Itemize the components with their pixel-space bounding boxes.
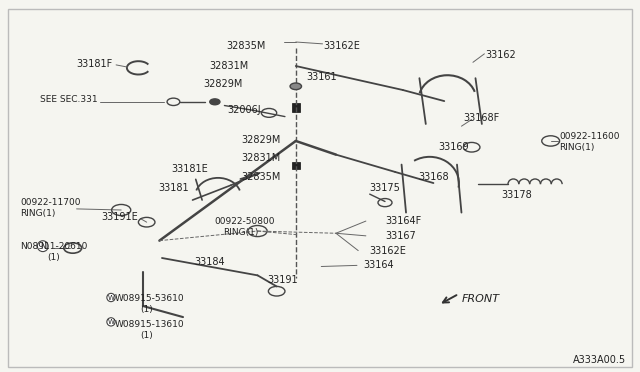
Text: 32829M: 32829M bbox=[241, 135, 280, 145]
Text: 33164F: 33164F bbox=[385, 216, 421, 226]
Text: W08915-53610: W08915-53610 bbox=[115, 294, 184, 303]
Circle shape bbox=[290, 83, 301, 90]
Text: 33169: 33169 bbox=[438, 142, 468, 152]
Text: (1): (1) bbox=[47, 253, 60, 263]
Text: W08915-13610: W08915-13610 bbox=[115, 320, 184, 329]
Text: 33181F: 33181F bbox=[77, 59, 113, 69]
Text: 33191E: 33191E bbox=[102, 212, 138, 222]
Text: 32831M: 32831M bbox=[209, 61, 248, 71]
Text: W: W bbox=[108, 295, 115, 301]
Text: N: N bbox=[40, 242, 45, 251]
Text: (1): (1) bbox=[140, 331, 153, 340]
Text: W: W bbox=[108, 319, 115, 325]
Text: 32835M: 32835M bbox=[227, 41, 266, 51]
Text: 00922-50800: 00922-50800 bbox=[215, 217, 275, 225]
Text: 33167: 33167 bbox=[385, 231, 416, 241]
FancyBboxPatch shape bbox=[292, 103, 300, 112]
Text: 33181: 33181 bbox=[159, 183, 189, 193]
Text: 32831M: 32831M bbox=[241, 153, 280, 163]
Text: 32829M: 32829M bbox=[203, 80, 243, 89]
Text: 00922-11600: 00922-11600 bbox=[559, 132, 620, 141]
Text: 33184: 33184 bbox=[194, 257, 225, 267]
Text: 33178: 33178 bbox=[502, 190, 532, 200]
Text: RING(1): RING(1) bbox=[223, 228, 259, 237]
FancyBboxPatch shape bbox=[292, 161, 300, 169]
Text: N08911-20610: N08911-20610 bbox=[20, 243, 88, 251]
Text: 33181E: 33181E bbox=[172, 164, 209, 174]
Text: FRONT: FRONT bbox=[461, 294, 499, 304]
Text: 32006J: 32006J bbox=[228, 105, 261, 115]
Text: 33162E: 33162E bbox=[370, 246, 406, 256]
Text: 33175: 33175 bbox=[370, 183, 401, 193]
Text: RING(1): RING(1) bbox=[20, 209, 56, 218]
Text: (1): (1) bbox=[140, 305, 153, 314]
Circle shape bbox=[210, 99, 220, 105]
Text: 33191: 33191 bbox=[268, 275, 298, 285]
Text: 00922-11700: 00922-11700 bbox=[20, 198, 81, 207]
Text: 33162: 33162 bbox=[486, 50, 516, 60]
Text: 33162E: 33162E bbox=[323, 41, 360, 51]
Text: SEE SEC.331: SEE SEC.331 bbox=[40, 95, 97, 104]
Text: 33164: 33164 bbox=[364, 260, 394, 270]
Text: A333A00.5: A333A00.5 bbox=[573, 355, 626, 365]
Text: RING(1): RING(1) bbox=[559, 143, 595, 152]
Text: 33161: 33161 bbox=[306, 72, 337, 82]
Text: 33168: 33168 bbox=[419, 172, 449, 182]
Text: 33168F: 33168F bbox=[463, 113, 500, 123]
Text: 32835M: 32835M bbox=[241, 172, 280, 182]
